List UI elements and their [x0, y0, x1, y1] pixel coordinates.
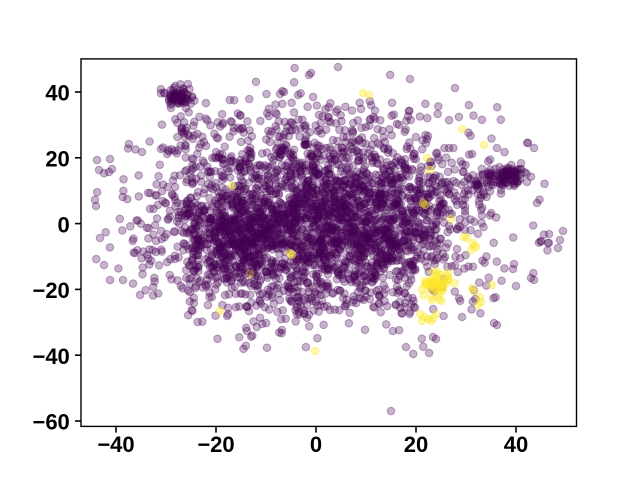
svg-text:−40: −40 [97, 432, 134, 457]
svg-text:40: 40 [504, 432, 528, 457]
svg-text:−20: −20 [32, 278, 69, 303]
svg-text:0: 0 [58, 212, 70, 237]
svg-text:−20: −20 [197, 432, 234, 457]
svg-text:40: 40 [45, 81, 69, 106]
svg-text:−60: −60 [32, 410, 69, 435]
svg-text:20: 20 [45, 147, 69, 172]
svg-text:20: 20 [404, 432, 428, 457]
svg-text:−40: −40 [32, 344, 69, 369]
svg-text:0: 0 [310, 432, 322, 457]
